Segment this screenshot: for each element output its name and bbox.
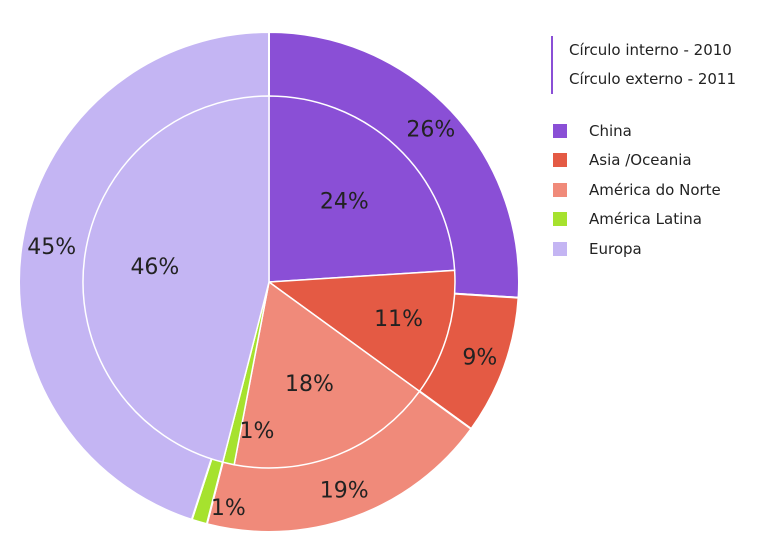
outer-label-america-latina: 1% (211, 496, 246, 521)
outer-label-europa: 45% (27, 235, 76, 260)
legend-label-china: China (589, 121, 632, 140)
inner-ring-2010 (82, 95, 456, 469)
inner-slice-asia-oceania[interactable] (266, 269, 456, 393)
inner-label-asia-oceania: 11% (374, 307, 423, 332)
ring-legend: Círculo interno - 2010 Círculo externo -… (551, 36, 780, 94)
legend-label-america-do-norte: América do Norte (589, 180, 721, 199)
inner-slice-america-do-norte[interactable] (233, 280, 421, 469)
outer-label-china: 26% (406, 118, 455, 143)
legend-label-europa: Europa (589, 239, 642, 258)
outer-label-asia-oceania: 9% (462, 345, 497, 370)
inner-label-china: 24% (320, 189, 369, 214)
legend-item-america-latina[interactable]: América Latina (553, 205, 721, 235)
legend-item-asia-oceania[interactable]: Asia /Oceania (553, 146, 721, 176)
legend-item-china[interactable]: China (553, 116, 721, 146)
legend-swatch-america-latina (553, 212, 567, 227)
legend-label-america-latina: América Latina (589, 210, 702, 229)
legend-item-europa[interactable]: Europa (553, 234, 721, 264)
legend-label-asia-oceania: Asia /Oceania (589, 151, 692, 170)
inner-slice-europa[interactable] (82, 95, 270, 464)
inner-ring-legend-label: Círculo interno - 2010 (569, 41, 732, 59)
legend-item-america-do-norte[interactable]: América do Norte (553, 175, 721, 205)
chart-legend: China Asia /Oceania América do Norte Amé… (553, 116, 721, 264)
inner-label-america-latina: 1% (240, 419, 275, 444)
inner-label-america-do-norte: 18% (285, 372, 334, 397)
inner-slice-china[interactable] (268, 95, 456, 283)
outer-ring-legend-label: Círculo externo - 2011 (569, 70, 737, 88)
inner-label-europa: 46% (130, 255, 179, 280)
legend-swatch-europa (553, 241, 567, 256)
legend-swatch-asia-oceania (553, 153, 567, 168)
legend-swatch-america-do-norte (553, 182, 567, 197)
legend-swatch-china (553, 123, 567, 138)
percentage-labels: 26% 9% 19% 1% 45% 24% 11% 18% 1% 46% (27, 118, 497, 521)
outer-label-america-do-norte: 19% (320, 478, 369, 503)
